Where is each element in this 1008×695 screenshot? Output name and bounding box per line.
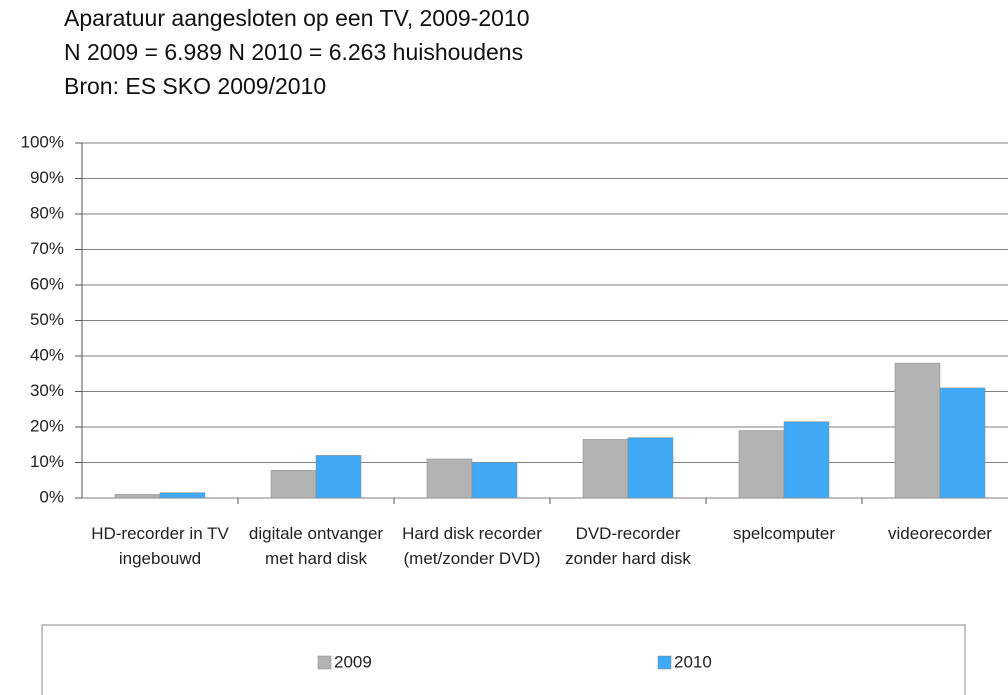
legend-box	[41, 624, 966, 695]
y-tick-label: 40%	[30, 345, 64, 364]
bar	[114, 494, 161, 499]
y-tick-label: 0%	[39, 487, 64, 506]
legend-label: 2009	[334, 652, 372, 671]
legend-label: 2010	[674, 652, 712, 671]
bar	[471, 462, 518, 499]
bar	[783, 421, 830, 499]
legend-swatch	[657, 655, 672, 670]
chart-source: Bron: ES SKO 2009/2010	[64, 73, 326, 99]
bar	[426, 458, 473, 499]
x-tick-label: DVD-recorder zonder hard disk	[565, 524, 691, 568]
y-tick-label: 30%	[30, 381, 64, 400]
x-tick-label: spelcomputer	[732, 524, 836, 543]
bar	[315, 455, 362, 499]
bar	[894, 362, 941, 499]
y-tick-label: 90%	[30, 168, 64, 187]
bar	[939, 387, 986, 499]
y-tick-label: 50%	[30, 310, 64, 329]
x-tick-label: Hard disk recorder (met/zonder DVD)	[402, 524, 542, 568]
y-tick-label: 100%	[21, 132, 64, 151]
chart-title: Aparatuur aangesloten op een TV, 2009-20…	[64, 5, 530, 31]
y-tick-label: 70%	[30, 239, 64, 258]
y-tick-label: 60%	[30, 274, 64, 293]
chart-subtitle: N 2009 = 6.989 N 2010 = 6.263 huishouden…	[64, 39, 523, 65]
x-tick-label: videorecorder	[888, 524, 992, 543]
y-tick-label: 80%	[30, 203, 64, 222]
bar	[270, 470, 317, 499]
legend-swatch	[317, 655, 332, 670]
bar	[159, 492, 206, 499]
bar	[582, 439, 629, 499]
bar	[627, 437, 674, 499]
x-tick-label: digitale ontvanger met hard disk	[248, 524, 384, 568]
bar	[738, 430, 785, 499]
y-tick-label: 20%	[30, 416, 64, 435]
x-tick-label: HD-recorder in TV ingebouwd	[91, 524, 229, 568]
y-tick-label: 10%	[30, 452, 64, 471]
